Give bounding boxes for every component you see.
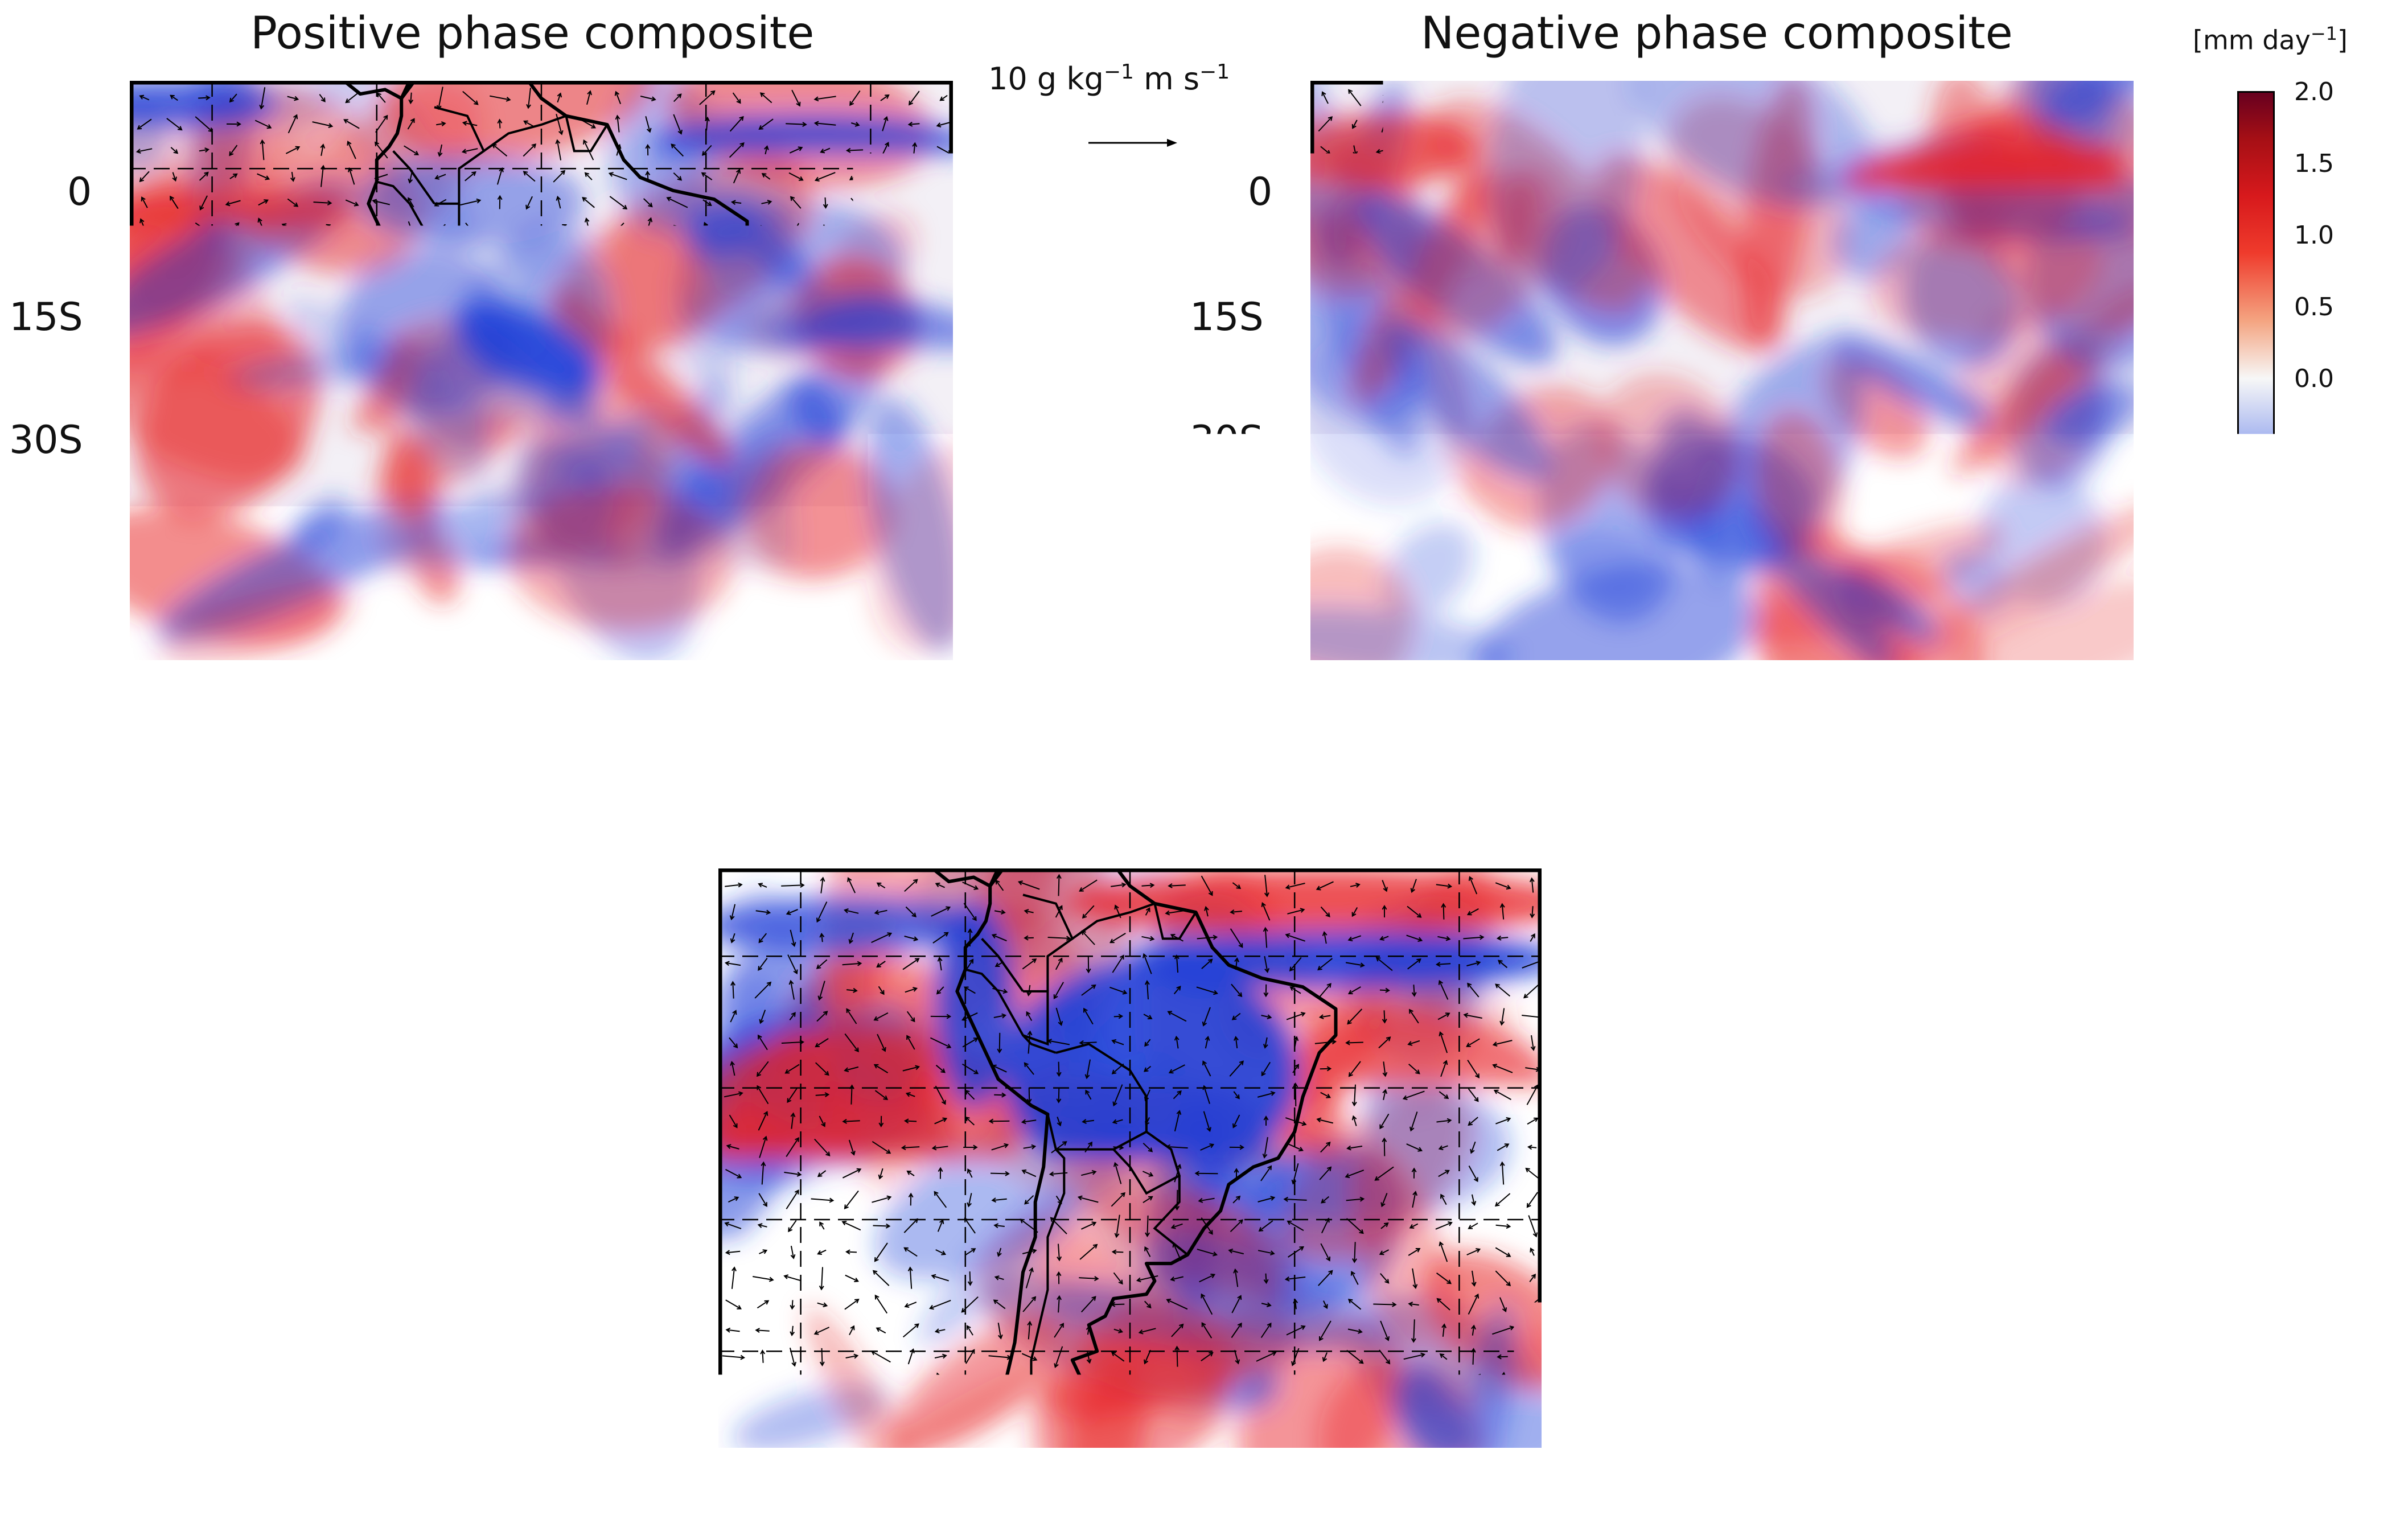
panel-b-label: (b)	[1326, 607, 1386, 649]
cb-top-tick-1.5: 1.5	[2294, 149, 2334, 178]
lat-tick-30s-c: 30S	[597, 1205, 671, 1250]
lat-tick-0-b: 0	[1248, 170, 1272, 215]
map-panel-b	[1310, 81, 2134, 660]
cb-top-tick-0.0: 0.0	[2294, 364, 2334, 393]
lat-tick-45s-b: 45S	[1190, 541, 1264, 586]
cb-bottom-tick-12: 12	[460, 938, 492, 967]
panel-c-label: (c)	[735, 1397, 790, 1439]
cb-bottom-tick-neg8: −8	[451, 1308, 488, 1337]
lon-tick-100w-a: 100W	[146, 691, 258, 736]
map-c-canvas	[718, 868, 1542, 1448]
cb-top-tick-neg1.0: −1.0	[2283, 508, 2344, 537]
lon-tick-20w-c: 20W	[1408, 1479, 1496, 1523]
lat-tick-15s-b: 15S	[1190, 295, 1264, 340]
cb-bottom-tick-0: 0	[460, 1160, 476, 1189]
cb-top-tick-0.5: 0.5	[2294, 293, 2334, 322]
lon-tick-80w-a: 80W	[324, 691, 412, 736]
lon-tick-80w-c: 80W	[913, 1479, 1001, 1523]
cb-bottom-tick-neg12: −12	[451, 1382, 504, 1411]
lat-tick-0-c: 0	[655, 957, 679, 1002]
lat-tick-45s-c: 45S	[597, 1328, 671, 1373]
falkland-islands	[1714, 618, 1740, 627]
cb-bottom-tick-neg16: −16	[451, 1456, 504, 1485]
lat-tick-0-a: 0	[67, 170, 92, 215]
cb-top-tick-neg1.5: −1.5	[2283, 579, 2344, 608]
lat-tick-30s-b: 30S	[1190, 418, 1264, 463]
colorbar-top-unit: [mm day−1]	[2193, 23, 2348, 55]
cb-bottom-tick-4: 4	[460, 1086, 476, 1115]
colorbar-top	[2237, 91, 2275, 666]
lon-tick-60w-b: 60W	[1671, 691, 1759, 736]
cb-bottom-tick-16: 16	[460, 864, 492, 893]
reference-vector-arrow-top	[1087, 134, 1178, 151]
map-a-canvas	[130, 81, 953, 660]
lon-tick-100w-b: 100W	[1326, 691, 1439, 736]
lon-tick-100w-c: 100W	[734, 1479, 846, 1523]
cb-top-tick-neg2.0: −2.0	[2283, 651, 2344, 680]
lat-tick-15s-a: 15S	[9, 295, 83, 340]
lon-tick-40w-b: 40W	[1834, 691, 1922, 736]
cb-bottom-tick-8: 8	[460, 1012, 476, 1041]
falkland-islands	[533, 618, 560, 627]
panel-a-label: (a)	[142, 607, 200, 649]
cb-top-tick-1.0: 1.0	[2294, 221, 2334, 250]
panel-b-title: Negative phase composite	[1421, 8, 2013, 59]
reference-vector-arrow-bottom	[1725, 1152, 1770, 1166]
lon-tick-60w-a: 60W	[491, 691, 578, 736]
lon-tick-80w-b: 80W	[1505, 691, 1593, 736]
cb-top-tick-neg0.5: −0.5	[2283, 436, 2344, 465]
falkland-islands	[1122, 1406, 1148, 1414]
panel-c-title: Moist. Flux and VIDMF Climatology 1931 -…	[590, 796, 1645, 847]
map-panel-c	[718, 868, 1542, 1448]
reference-vector-label-bottom: 100 g kg−1 m s−1	[1589, 1080, 1850, 1117]
lon-tick-60w-c: 60W	[1079, 1479, 1167, 1523]
colorbar-bottom	[411, 878, 449, 1473]
lon-tick-40w-c: 40W	[1242, 1479, 1330, 1523]
lat-tick-15s-c: 15S	[597, 1081, 671, 1126]
cb-top-tick-2.0: 2.0	[2294, 77, 2334, 106]
cb-bottom-tick-neg4: −4	[451, 1234, 488, 1263]
colorbar-bottom-unit: [mm day−1]	[387, 807, 542, 839]
lat-tick-45s-a: 45S	[9, 541, 83, 586]
lat-tick-30s-a: 30S	[9, 418, 83, 463]
map-panel-a	[130, 81, 953, 660]
lon-tick-40w-a: 40W	[654, 691, 741, 736]
panel-a-title: Positive phase composite	[250, 8, 814, 59]
reference-vector-label-top: 10 g kg−1 m s−1	[988, 60, 1230, 97]
lon-tick-20w-b: 20W	[2000, 691, 2088, 736]
map-b-canvas	[1310, 81, 2134, 660]
lon-tick-20w-a: 20W	[820, 691, 907, 736]
